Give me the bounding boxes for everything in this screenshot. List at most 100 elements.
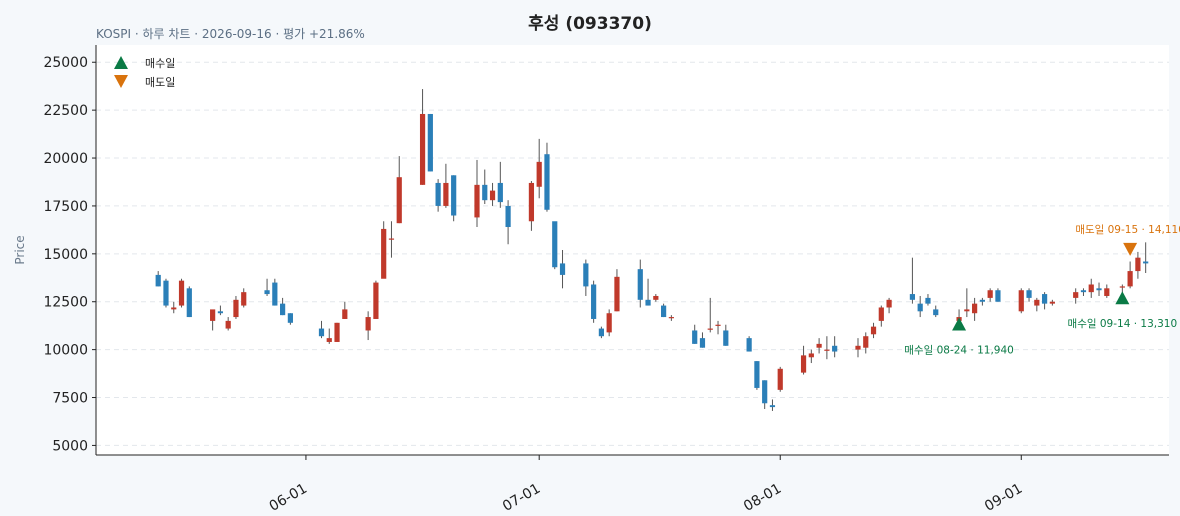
y-tick-label: 15000 — [43, 247, 88, 263]
candle-body — [917, 303, 923, 312]
candle-body — [645, 299, 651, 306]
candle-body — [707, 328, 713, 330]
x-tick-label: 08-01 — [741, 481, 784, 515]
y-tick-label: 25000 — [43, 55, 88, 71]
y-tick-label: 5000 — [52, 438, 88, 454]
candle-body — [342, 309, 348, 319]
candle-body — [972, 303, 978, 314]
candle-body — [715, 324, 721, 326]
candle-body — [816, 343, 822, 348]
buy-marker-label: 매수일 09-14 · 13,310 — [1068, 317, 1178, 330]
candle-body — [661, 305, 667, 318]
candle-body — [1096, 288, 1102, 291]
candle-body — [552, 221, 558, 268]
legend-buy-icon — [114, 56, 128, 69]
candle-body — [746, 338, 752, 352]
candle-body — [365, 317, 371, 331]
candle-body — [606, 313, 612, 333]
chart-subtitle: KOSPI · 하루 차트 · 2026-09-16 · 평가 +21.86% — [96, 27, 365, 41]
candle-body — [1088, 284, 1094, 293]
candle-body — [163, 280, 169, 306]
candle-body — [762, 380, 768, 404]
x-tick-label: 06-01 — [267, 481, 310, 515]
candle-body — [987, 290, 993, 298]
candle-body — [334, 322, 340, 342]
legend-sell-label: 매도일 — [145, 75, 175, 89]
candle-body — [186, 288, 192, 318]
candle-body — [637, 269, 643, 300]
candle-body — [264, 290, 270, 295]
legend-sell-icon — [114, 75, 128, 88]
candle-body — [474, 184, 480, 218]
candle-body — [800, 355, 807, 373]
candle-body — [225, 320, 231, 329]
candle-body — [217, 311, 224, 314]
candle-body — [1143, 261, 1149, 264]
candles — [155, 89, 1149, 411]
candle-body — [241, 292, 247, 306]
candle-body — [451, 175, 457, 216]
candle-body — [1034, 299, 1040, 306]
candle-body — [559, 263, 566, 275]
candle-body — [1135, 257, 1141, 272]
candle-body — [171, 307, 177, 310]
candle-body — [326, 338, 332, 342]
y-axis-label: Price — [13, 235, 27, 264]
candle-body — [909, 294, 916, 300]
candle-body — [1041, 294, 1048, 304]
candle-body — [855, 345, 861, 350]
candle-body — [777, 368, 783, 390]
candle-body — [280, 303, 286, 316]
candle-body — [497, 182, 503, 203]
candle-body — [178, 280, 185, 306]
candle-body — [155, 274, 161, 287]
candle-body — [699, 338, 706, 348]
candle-body — [591, 284, 597, 319]
candle-body — [528, 182, 535, 222]
candle-body — [933, 309, 939, 316]
candle-body — [979, 299, 985, 302]
candle-body — [863, 336, 869, 348]
candle-body — [1104, 288, 1110, 296]
candle-body — [824, 349, 830, 351]
buy-marker-icon — [1115, 291, 1130, 305]
candle-body — [1018, 290, 1024, 312]
candle-body — [396, 177, 402, 224]
candle-body — [995, 290, 1001, 302]
candle-body — [878, 307, 884, 321]
candle-body — [318, 328, 325, 337]
y-tick-label: 17500 — [43, 199, 88, 215]
candle-body — [653, 295, 659, 300]
candle-body — [544, 154, 550, 210]
candle-body — [598, 328, 604, 337]
candle-body — [692, 330, 698, 344]
candle-body — [1119, 286, 1125, 288]
candle-body — [1080, 290, 1087, 293]
candle-body — [832, 345, 838, 352]
x-tick-label: 07-01 — [500, 481, 543, 515]
candle-body — [754, 361, 760, 388]
candle-body — [583, 263, 589, 287]
candle-body — [1073, 292, 1079, 298]
sell-marker-label: 매도일 09-15 · 14,110 — [1075, 223, 1180, 236]
candle-body — [614, 276, 620, 312]
candle-body — [482, 184, 488, 201]
y-tick-label: 10000 — [43, 343, 88, 359]
trade-markers: 매수일 08-24 · 11,940 매수일 09-14 · 13,310 매도일 … — [904, 223, 1180, 357]
candle-body — [272, 282, 278, 306]
buy-marker-icon — [952, 317, 967, 331]
candle-body — [964, 309, 970, 312]
candle-body — [210, 309, 216, 321]
candle-body — [769, 405, 776, 408]
candle-body — [435, 182, 441, 206]
candle-body — [1049, 301, 1055, 304]
candle-body — [443, 182, 449, 206]
sell-marker-icon — [1123, 242, 1138, 256]
candle-body — [886, 299, 892, 308]
candle-body — [489, 190, 496, 201]
candle-body — [287, 313, 293, 323]
candle-body — [427, 113, 433, 172]
x-tick-label: 09-01 — [982, 481, 1025, 515]
